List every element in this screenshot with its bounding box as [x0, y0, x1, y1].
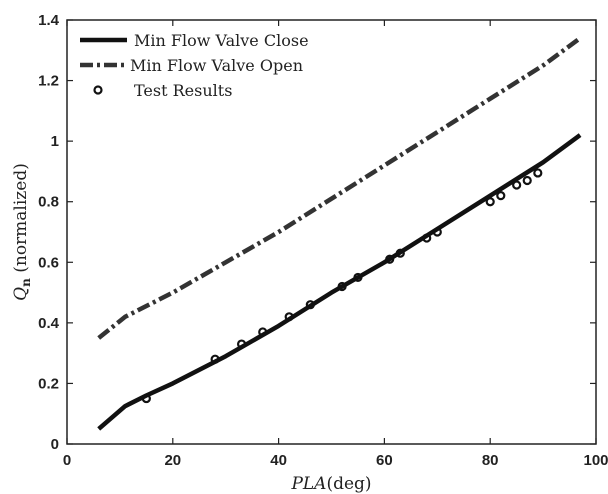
- x-tick-label: 20: [164, 452, 181, 469]
- y-tick-label: 0.8: [38, 194, 59, 211]
- legend-label-close: Min Flow Valve Close: [134, 31, 309, 50]
- x-axis-label-main: PLA: [290, 474, 326, 494]
- test-result-point: [496, 191, 506, 201]
- test-result-point: [512, 180, 522, 190]
- test-result-point: [258, 327, 268, 337]
- series-line-valve-open: [97, 36, 582, 340]
- test-result-point: [522, 175, 532, 186]
- x-tick-label: 100: [583, 452, 608, 469]
- test-result-point: [210, 354, 220, 364]
- tick-labels: 0 20 40 60 80 100 0 0.2 0.4 0.6 0.8 1 1.2 1.4: [38, 12, 608, 469]
- x-tick-label: 40: [270, 452, 287, 469]
- test-result-point: [305, 300, 315, 310]
- legend: Min Flow Valve Close Min Flow Valve Open…: [80, 31, 309, 100]
- x-axis-label: PLA(deg): [290, 474, 371, 494]
- y-axis-label-rest: (normalized): [11, 163, 31, 278]
- test-result-point: [422, 233, 432, 243]
- y-axis-label-subscript: n: [19, 278, 33, 287]
- x-tick-label: 0: [63, 452, 71, 469]
- x-tick-label: 60: [376, 452, 393, 469]
- axis-ticks: [66, 19, 597, 445]
- test-result-point: [337, 281, 347, 292]
- y-axis-label: Qn (normalized): [11, 163, 33, 301]
- y-tick-label: 0: [51, 436, 59, 453]
- test-result-point: [236, 339, 247, 349]
- test-result-point: [533, 168, 543, 178]
- test-result-point: [395, 248, 405, 258]
- test-result-point: [284, 312, 294, 322]
- y-tick-label: 1.2: [38, 73, 59, 90]
- x-tick-label: 80: [482, 452, 499, 469]
- x-axis-label-unit: (deg): [326, 474, 371, 494]
- y-tick-label: 1: [51, 133, 59, 150]
- legend-label-open: Min Flow Valve Open: [130, 56, 303, 75]
- y-tick-label: 0.6: [38, 254, 59, 271]
- y-tick-label: 0.2: [38, 375, 59, 392]
- test-result-point: [141, 393, 151, 404]
- test-result-point: [432, 227, 442, 237]
- series-line-valve-close: [97, 133, 582, 431]
- legend-label-test: Test Results: [134, 81, 232, 100]
- test-result-point: [353, 272, 363, 283]
- plot-frame: [66, 19, 597, 445]
- y-tick-label: 1.4: [38, 12, 60, 29]
- test-result-point: [485, 197, 495, 207]
- plot-markers: [141, 168, 543, 404]
- y-axis-label-symbol: Q: [11, 287, 31, 301]
- test-result-point: [385, 254, 395, 264]
- legend-marker-test: [93, 85, 103, 95]
- y-tick-label: 0.4: [38, 315, 60, 332]
